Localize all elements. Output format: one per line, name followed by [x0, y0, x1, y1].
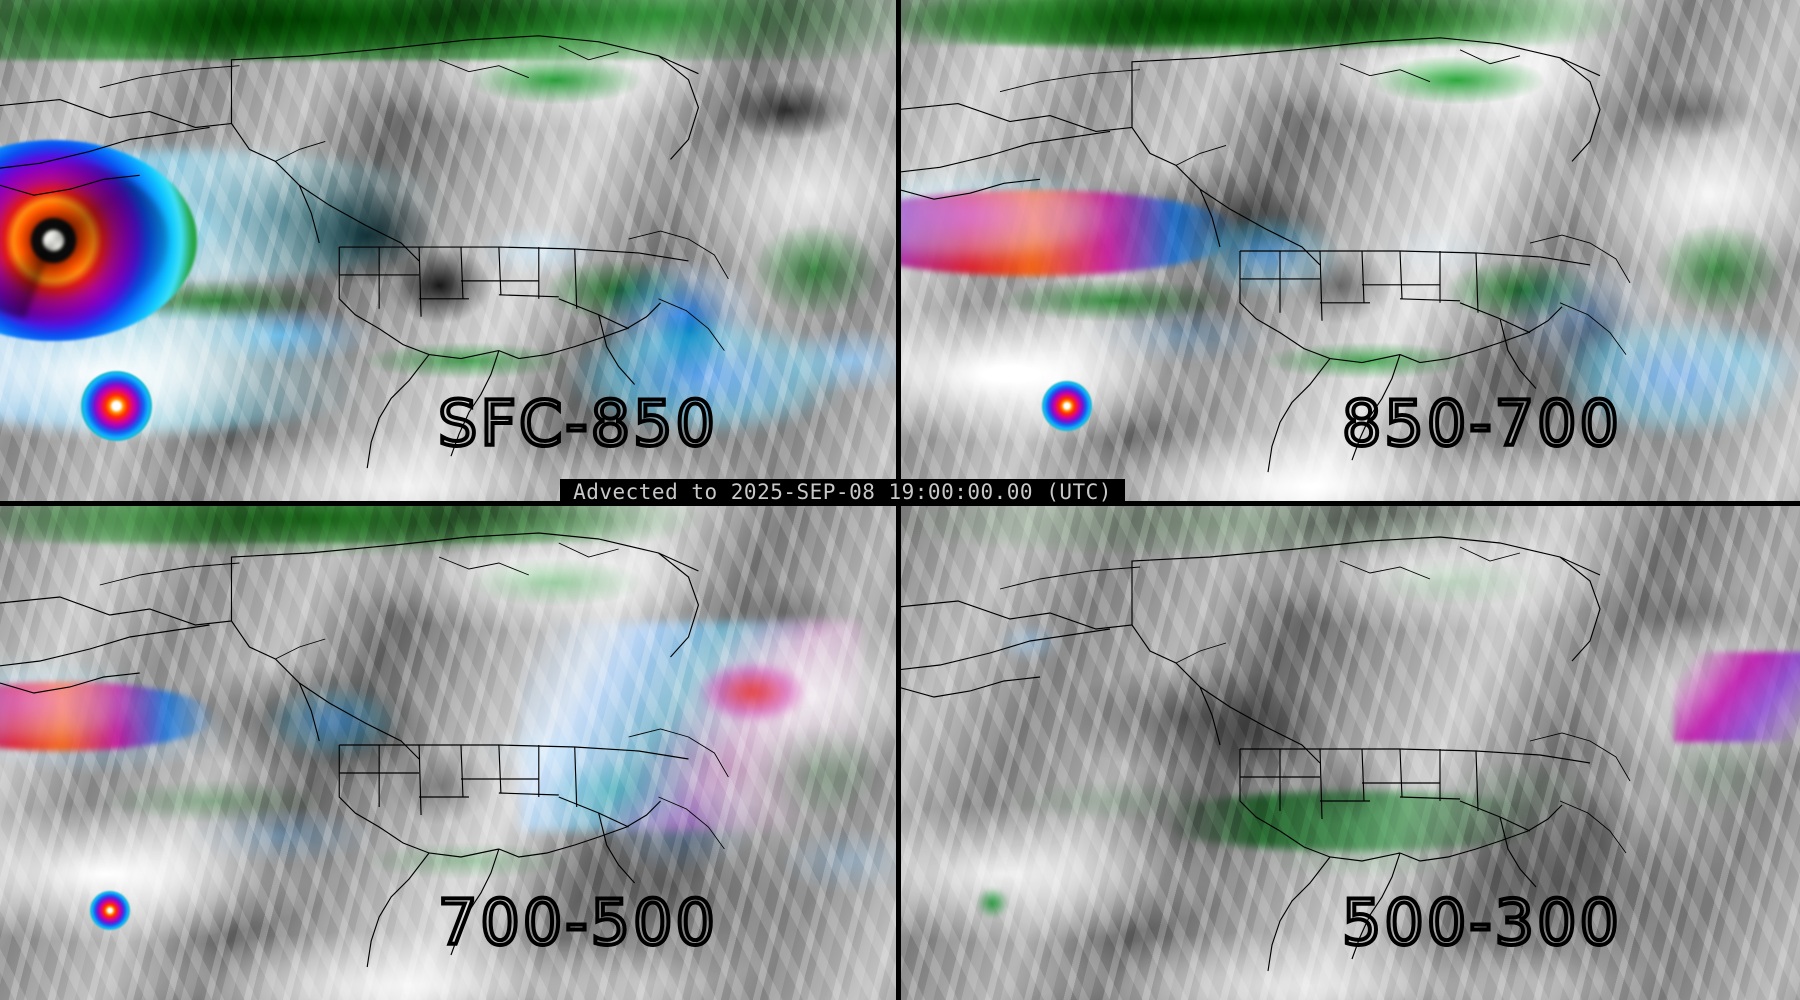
tropical-storm-blob — [1042, 380, 1092, 431]
pacific-atmospheric-river — [898, 150, 1187, 281]
alaska-moisture-blob — [979, 612, 1079, 672]
panel-label-700-500: 700-500 — [436, 886, 718, 959]
northeast-magenta-streak — [1673, 652, 1800, 742]
panel-label-850-700: 850-700 — [1340, 387, 1622, 460]
panel-850-700[interactable]: 850-700 — [898, 0, 1800, 503]
pacific-northwest-moisture — [232, 671, 431, 772]
baja-green-blob — [970, 880, 1016, 926]
tropical-storm-blob — [80, 370, 153, 441]
tropical-storm-blob — [89, 890, 130, 931]
gulf-of-alaska-moisture — [0, 642, 198, 762]
panel-500-300[interactable]: 500-300 — [898, 503, 1800, 1000]
east-coast-red-core — [663, 642, 843, 742]
central-us-moisture-band — [1150, 791, 1566, 851]
panel-label-500-300: 500-300 — [1340, 886, 1622, 959]
panel-label-sfc-850: SFC-850 — [436, 387, 718, 460]
panel-sfc-850[interactable]: SFC-850 — [0, 0, 898, 503]
great-basin-moisture — [1150, 200, 1386, 311]
panel-700-500[interactable]: 700-500 — [0, 503, 898, 1000]
timestamp-banner: Advected to 2025-SEP-08 19:00:00.00 (UTC… — [560, 479, 1125, 505]
